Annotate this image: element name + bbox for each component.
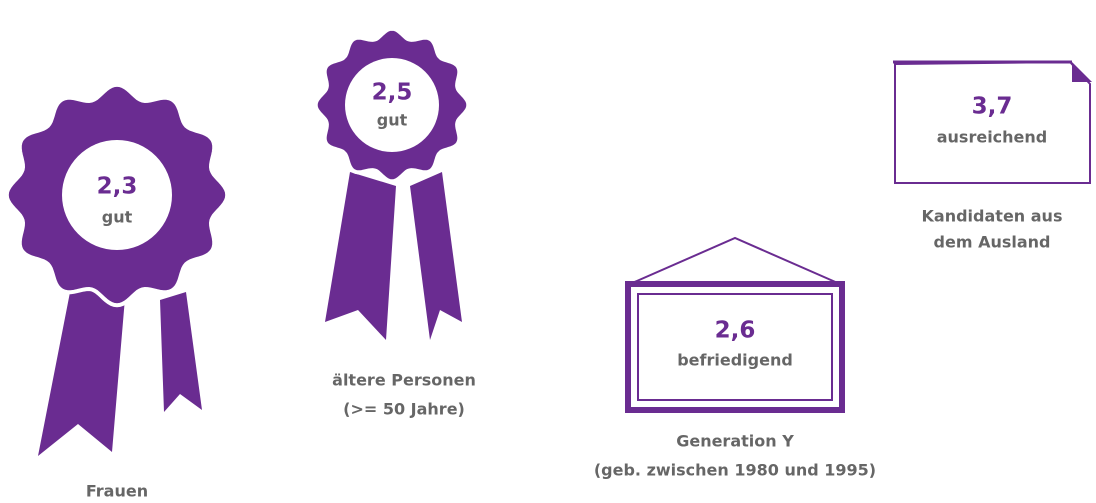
rosette-aeltere [313,26,471,340]
rosette-frauen [4,82,230,456]
caption: Frauen [86,482,148,501]
rosette-center [345,58,439,152]
caption: Kandidaten aus [922,207,1063,226]
grade: ausreichend [937,128,1048,147]
rosette-center [62,140,172,250]
caption: ältere Personen [332,371,476,390]
score: 2,3 [97,174,138,200]
caption: (geb. zwischen 1980 und 1995) [594,461,876,480]
certificate [893,60,1092,184]
grade: gut [102,208,133,227]
frame-inner [637,293,833,401]
score: 3,7 [972,94,1013,120]
caption: dem Ausland [934,233,1051,252]
ribbon [38,282,125,456]
certificate-outline [894,60,1091,184]
score: 2,5 [372,80,413,106]
frame-outer [625,281,845,413]
ribbon [410,172,462,340]
caption: Generation Y [676,432,794,451]
frame-string [629,236,841,285]
certificate-corner [1072,62,1092,82]
grade: befriedigend [677,351,793,370]
grade: gut [377,111,408,130]
caption: (>= 50 Jahre) [343,400,465,419]
ribbon [160,292,202,412]
ribbon [325,172,396,340]
hanging-frame [625,236,845,413]
score: 2,6 [715,318,756,344]
